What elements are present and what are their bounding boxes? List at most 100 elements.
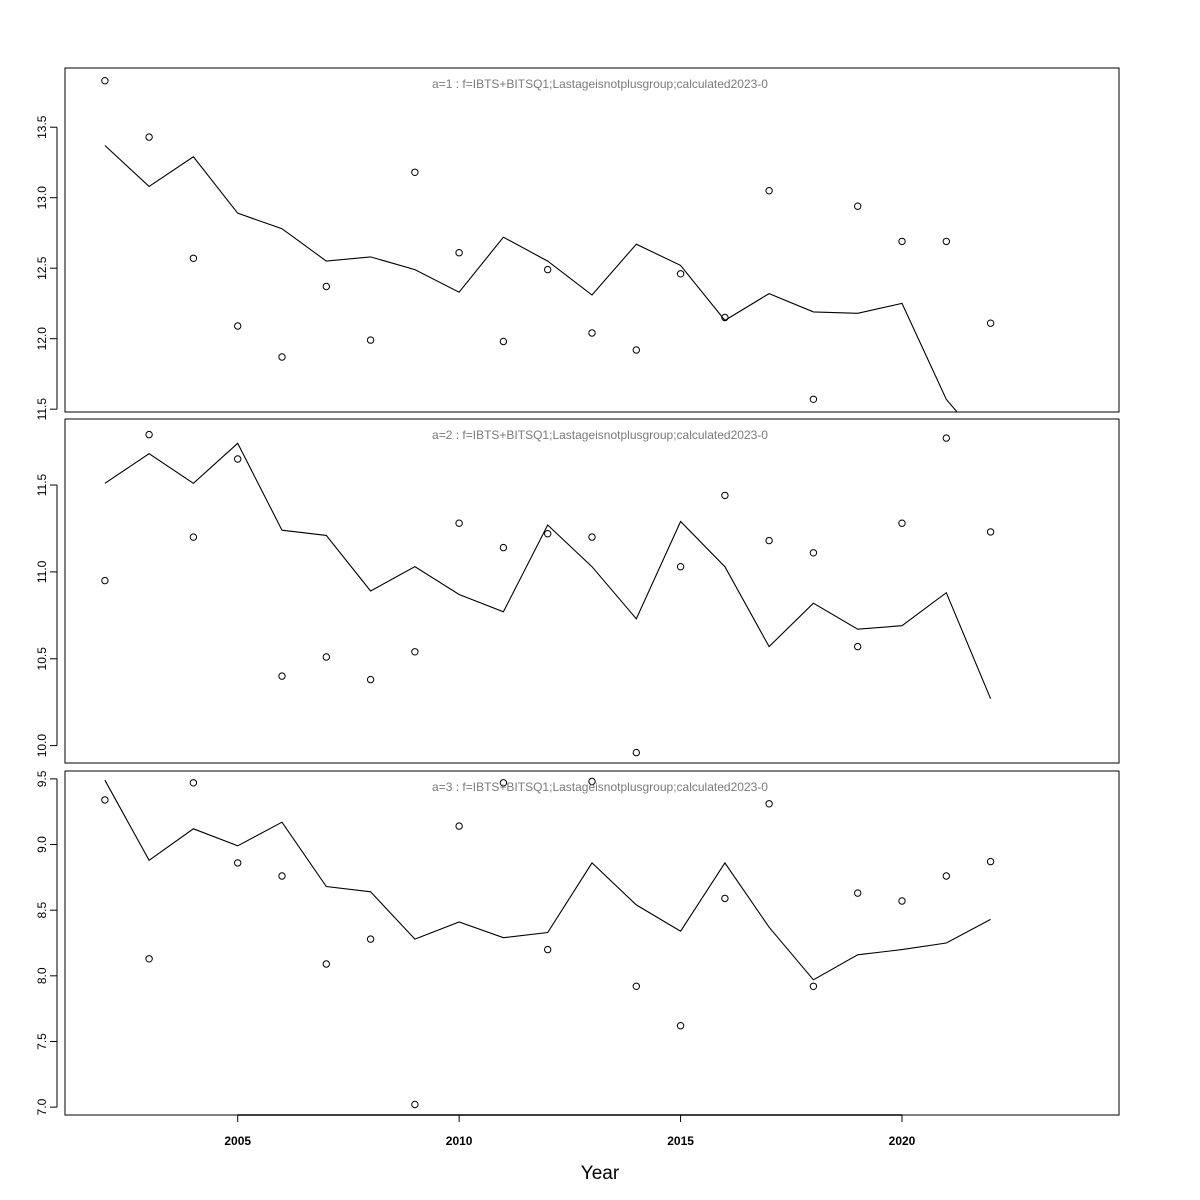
panel-2-point-2014 [632,748,640,757]
panel-1-point-2022 [986,319,995,327]
panel-1-point-2021 [942,237,950,246]
panel-1-point-2015 [676,270,685,278]
panel-1-title: a=1 : f=IBTS+BITSQ1;Lastageisnotplusgrou… [432,77,768,91]
panel-2-point-2002 [101,576,109,585]
panel-2-point-2012 [544,530,552,538]
panel-1-point-2018 [809,395,818,403]
panel-3-point-2022 [986,857,995,866]
panel-3-point-2002 [101,796,109,804]
panel-1-point-2004 [189,254,198,262]
panel-3-y-tick-label: 8.5 [35,902,49,919]
panel-3-point-2012 [544,945,552,954]
panel-2-point-2018 [809,549,818,557]
panel-1-point-2014 [632,346,640,354]
panel-2-fitted-line [104,442,992,699]
panel-1-point-2019 [854,202,862,210]
panel-1-point-2016 [721,313,729,322]
panel-1-y-tick-label: 12.0 [35,327,49,351]
panel-3-title: a=3 : f=IBTS+BITSQ1;Lastageisnotplusgrou… [432,780,768,794]
panel-1-point-2007 [322,282,330,291]
panel-2-point-2017 [765,536,773,545]
panel-3-y-tick-label: 8.0 [35,967,49,984]
panel-2-point-2005 [234,455,242,463]
panel-3-point-2003 [145,955,153,963]
panel-2-point-2021 [942,434,950,442]
panel-1-point-2003 [145,133,153,141]
panel-2-point-2008 [366,675,375,684]
panel-1-point-2005 [234,322,242,330]
panel-3-point-2017 [765,800,773,808]
x-axis: 2005 2010 2015 2020 [224,1114,916,1148]
panel-2-title: a=2 : f=IBTS+BITSQ1;Lastageisnotplusgrou… [432,428,768,442]
panel-1-point-2013 [588,329,596,337]
panel-3-point-2008 [366,935,375,943]
panel-1-frame [64,67,1120,413]
panel-2-y-tick-label: 10.5 [35,647,49,671]
panel-2-point-2013 [588,533,596,541]
panel-1-y-tick-label: 13.5 [35,115,49,139]
panel-1-point-2009 [411,168,419,177]
panel-2-point-2020 [898,519,906,527]
panel-1-point-2010 [455,249,463,257]
panel-3-point-2020 [898,897,906,905]
panel-2-y-tick-label: 10.0 [35,734,49,758]
panel-2-point-2019 [854,642,862,651]
panel-2: 10.0 10.5 11.0 11.5 a=2 : f=IBTS+BITSQ1;Last… [35,418,1120,764]
panel-1-y-tick-label: 11.5 [35,398,49,421]
panel-1-point-2006 [278,353,286,361]
x-tick-label: 2005 [224,1134,251,1148]
panel-1-point-2012 [544,265,552,274]
panel-1-point-2008 [366,336,375,344]
x-axis-title: Year [581,1163,620,1184]
panel-3-y-tick-label: 7.5 [35,1033,49,1050]
panel-2-point-2007 [322,653,330,661]
panel-1-y-tick-label: 12.5 [35,256,49,280]
panel-3-point-2018 [809,982,818,990]
panel-2-frame [64,418,1120,764]
panel-2-point-2016 [721,491,729,500]
panel-3-y-tick-label: 7.0 [35,1098,49,1115]
panel-2-point-2011 [499,543,508,552]
panel-3-point-2021 [942,872,950,880]
panel-2-point-2022 [986,528,995,536]
panel-3-point-2010 [455,822,463,830]
x-tick-label: 2010 [446,1134,473,1148]
x-tick-label: 2020 [889,1134,916,1148]
panel-3-y-tick-label: 9.5 [35,770,49,787]
panel-2-y-tick-label: 11.0 [35,560,49,583]
panel-3-point-2004 [189,779,198,787]
panel-3-frame [64,770,1120,1116]
panel-2-point-2006 [278,672,286,680]
panel-3: 7.0 7.5 8.0 8.5 9.0 9.5 a=3 : f=IBTS+BITSQ1;La… [35,770,1120,1116]
panel-2-y-tick-label: 11.5 [35,473,49,496]
panel-1-point-2020 [898,237,906,246]
panel-3-point-2015 [676,1021,685,1030]
panel-2-y-axis: 10.0 10.5 11.0 11.5 [35,473,58,758]
panels-layer: 11.5 12.0 12.5 13.0 13.5 a=1 : f=IBTS+BITSQ1;… [35,67,1120,1116]
x-tick-label: 2015 [667,1134,694,1148]
panel-1-point-2002 [101,77,109,85]
panel-3-point-2014 [632,982,640,990]
panel-2-point-2004 [189,533,198,541]
panel-3-point-2013 [588,777,596,786]
panel-3-y-tick-label: 9.0 [35,836,49,853]
panel-1-y-axis: 11.5 12.0 12.5 13.0 13.5 [35,115,58,421]
panel-1-point-2017 [765,187,773,195]
panel-3-point-2006 [278,872,286,880]
panel-1: 11.5 12.0 12.5 13.0 13.5 a=1 : f=IBTS+BITSQ1;… [35,67,1120,421]
panel-3-point-2005 [234,859,242,867]
panel-3-y-axis: 7.0 7.5 8.0 8.5 9.0 9.5 [35,770,58,1115]
panel-1-point-2011 [499,337,508,346]
panel-3-point-2011 [499,779,508,787]
panel-3-fitted-line [104,779,991,981]
panel-2-point-2015 [676,563,685,571]
panel-3-point-2016 [721,894,729,903]
panel-1-y-tick-label: 13.0 [35,186,49,210]
panel-3-point-2019 [854,889,862,897]
panel-2-point-2010 [455,519,463,527]
panel-3-point-2007 [322,960,330,968]
panel-3-point-2009 [411,1100,419,1109]
panel-2-point-2009 [411,648,419,656]
panel-1-fitted-line [104,145,958,412]
